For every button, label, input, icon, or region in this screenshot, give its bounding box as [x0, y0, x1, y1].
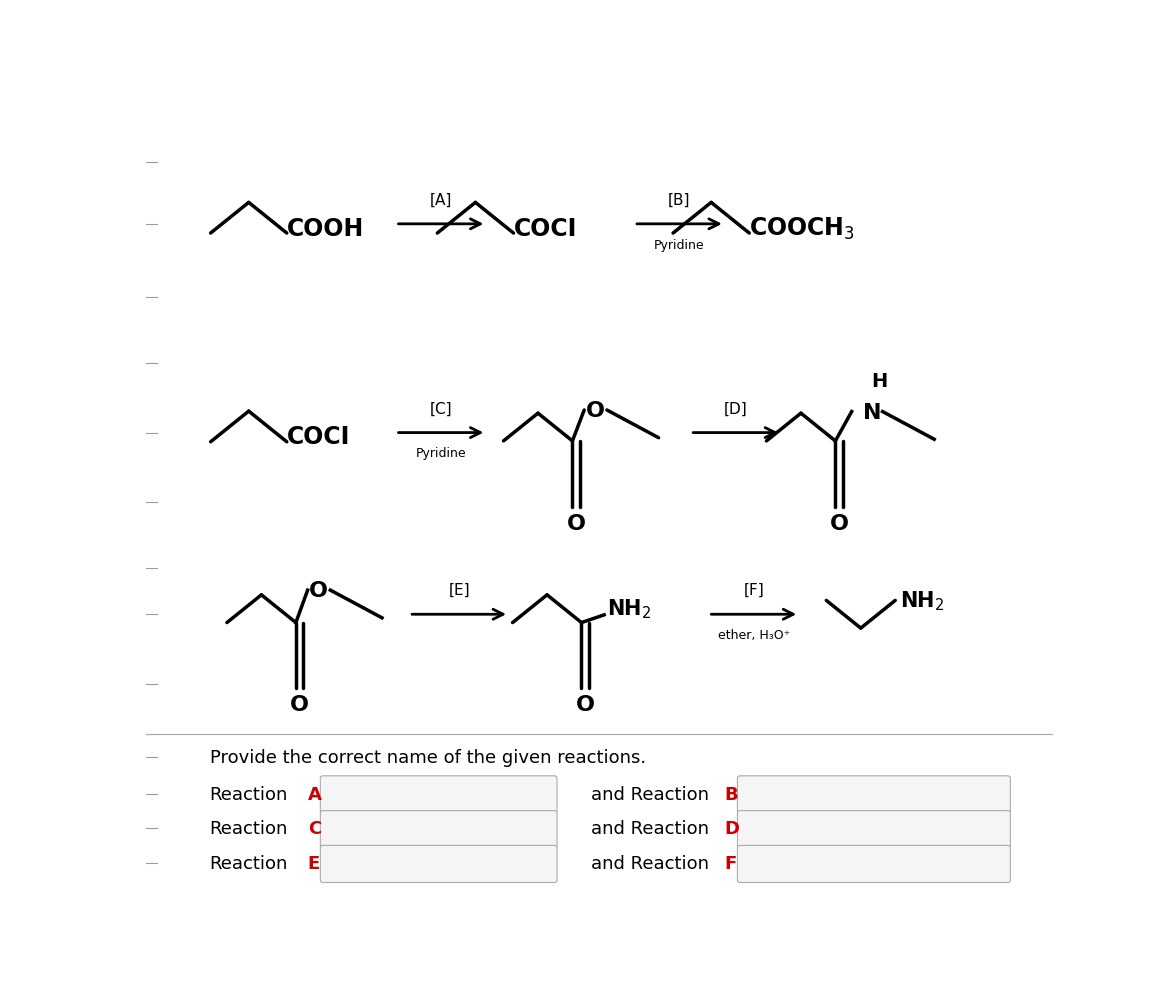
Text: [E]: [E] — [448, 583, 470, 598]
Text: ether, H₃O⁺: ether, H₃O⁺ — [717, 629, 790, 642]
FancyBboxPatch shape — [321, 810, 557, 848]
Text: Reaction: Reaction — [209, 819, 288, 838]
Text: O: O — [309, 581, 328, 601]
Text: Provide the correct name of the given reactions.: Provide the correct name of the given re… — [209, 748, 646, 766]
Text: [C]: [C] — [429, 401, 453, 416]
FancyBboxPatch shape — [737, 846, 1011, 883]
FancyBboxPatch shape — [737, 776, 1011, 813]
Text: E: E — [308, 855, 319, 873]
FancyBboxPatch shape — [737, 810, 1011, 848]
Text: COOCH$_3$: COOCH$_3$ — [749, 216, 855, 242]
Text: [A]: [A] — [429, 193, 452, 208]
Text: COOH: COOH — [287, 217, 364, 241]
Text: NH$_2$: NH$_2$ — [900, 589, 944, 613]
Text: Reaction: Reaction — [209, 784, 288, 802]
Text: N: N — [862, 402, 881, 422]
Text: COCI: COCI — [287, 425, 350, 449]
Text: and Reaction: and Reaction — [591, 819, 709, 838]
Text: [D]: [D] — [724, 401, 748, 416]
Text: F: F — [724, 855, 737, 873]
FancyBboxPatch shape — [321, 846, 557, 883]
Text: O: O — [290, 695, 309, 715]
Text: D: D — [724, 819, 739, 838]
Text: [F]: [F] — [743, 583, 764, 598]
Text: A: A — [308, 784, 322, 802]
Text: C: C — [308, 819, 321, 838]
Text: and Reaction: and Reaction — [591, 855, 709, 873]
Text: B: B — [724, 784, 738, 802]
Text: COCI: COCI — [514, 217, 577, 241]
Text: O: O — [566, 514, 585, 534]
Text: O: O — [586, 400, 605, 420]
Text: Pyridine: Pyridine — [654, 239, 704, 252]
Text: [B]: [B] — [668, 193, 690, 208]
Text: Pyridine: Pyridine — [415, 447, 467, 460]
Text: H: H — [870, 372, 887, 391]
FancyBboxPatch shape — [321, 776, 557, 813]
Text: O: O — [830, 514, 848, 534]
Text: O: O — [576, 695, 594, 715]
Text: Reaction: Reaction — [209, 855, 288, 873]
Text: NH$_2$: NH$_2$ — [607, 597, 652, 621]
Text: and Reaction: and Reaction — [591, 784, 709, 802]
